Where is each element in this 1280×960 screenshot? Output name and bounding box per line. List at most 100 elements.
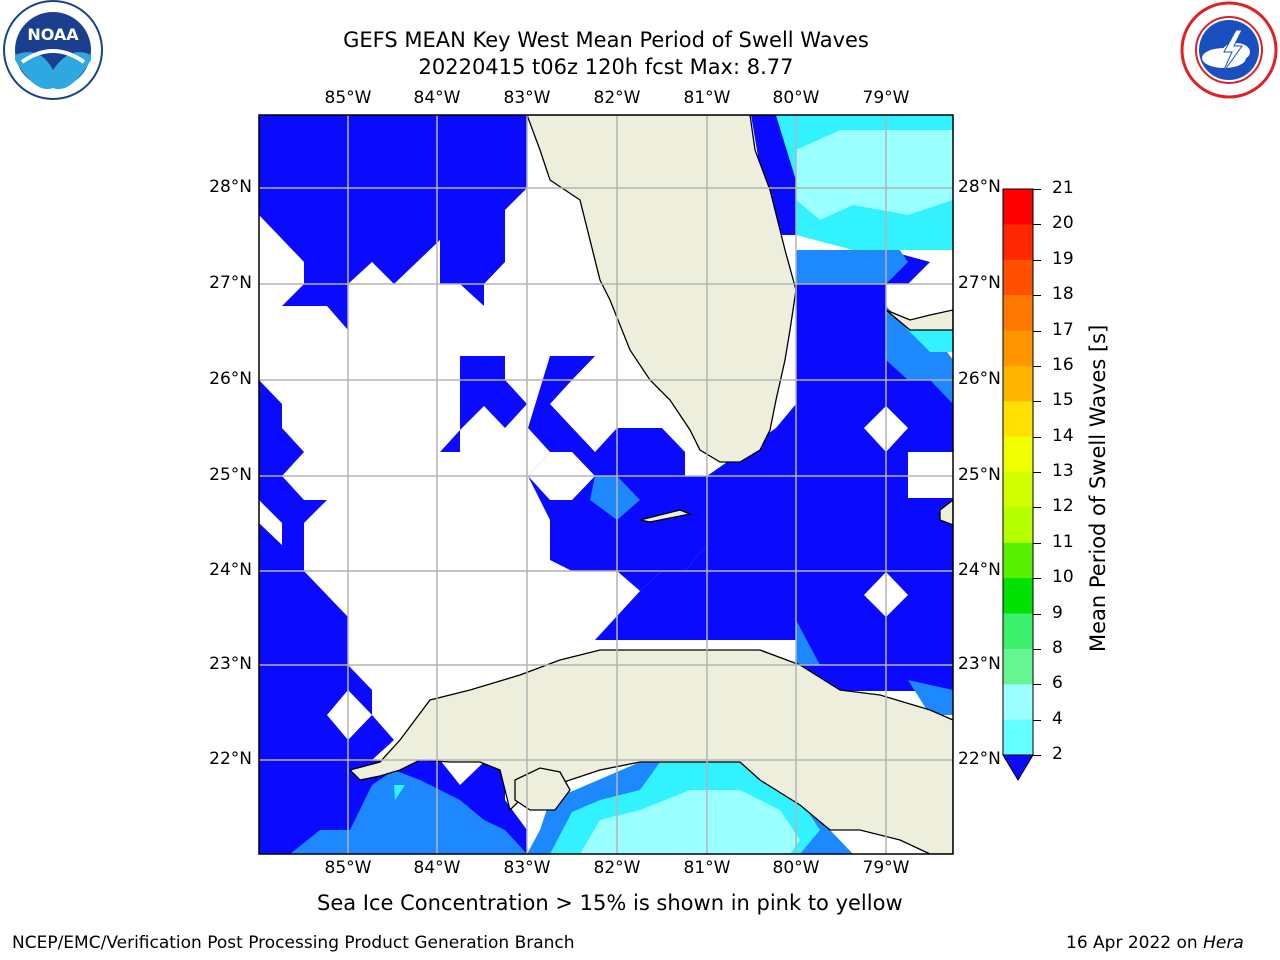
colorbar-tick-mark (1033, 330, 1041, 332)
lon-label-bottom: 82°W (593, 858, 641, 878)
lat-label-left: 22°N (209, 749, 252, 769)
land-florida (526, 115, 797, 463)
colorbar-tick-mark (1033, 472, 1041, 473)
colorbar-tick-label: 18 (1052, 284, 1074, 305)
noaa-logo: NOAA (0, 0, 106, 106)
footer-date: 16 Apr 2022 on (1066, 933, 1204, 953)
cyan-region-east (908, 330, 953, 352)
lat-label-right: 22°N (958, 749, 1001, 769)
lon-label-bottom: 83°W (503, 858, 551, 878)
blue-region-atlantic (595, 250, 953, 691)
colorbar-swatch (1003, 684, 1033, 721)
lat-label-left: 25°N (209, 465, 252, 485)
lat-label-left: 28°N (209, 177, 252, 197)
land-keys (639, 509, 693, 523)
lon-label-bottom: 80°W (772, 858, 820, 878)
chart-title-line2: 20220415 t06z 120h fcst Max: 8.77 (418, 55, 794, 79)
chart-title-line1: GEFS MEAN Key West Mean Period of Swell … (343, 28, 869, 52)
colorbar-tick-mark (1033, 613, 1041, 615)
footer-host: Hera (1203, 933, 1244, 953)
colorbar-tick-label: 21 (1052, 178, 1074, 198)
colorbar-tick-label: 9 (1052, 602, 1063, 623)
colorbar-tick-label: 11 (1052, 531, 1074, 552)
caption: Sea Ice Concentration > 15% is shown in … (317, 891, 903, 915)
land-bahamas (885, 309, 953, 331)
mid-region-south (290, 770, 527, 854)
blue-region-coastal-north (751, 115, 796, 235)
mid-region-east (908, 680, 953, 715)
lat-label-left: 26°N (209, 369, 252, 389)
colorbar-tick-label: 19 (1052, 248, 1074, 269)
colorbar-tick-label: 12 (1052, 496, 1074, 517)
map-layer (259, 115, 953, 854)
mid-region-keys (590, 476, 640, 520)
colorbar-tick-label: 20 (1052, 213, 1074, 234)
blue-region-sw (259, 571, 394, 785)
land-mass (348, 115, 953, 854)
colorbar-swatch (1003, 719, 1033, 756)
colorbar-tick-mark (1033, 648, 1041, 650)
colorbar-swatch (1003, 259, 1033, 296)
colorbar-tick-label: 6 (1052, 673, 1063, 694)
colorbar-tick-mark (1033, 507, 1041, 509)
lat-label-left: 23°N (209, 654, 252, 674)
colorbar-label: Mean Period of Swell Waves [s] (1086, 324, 1110, 652)
lat-label-right: 27°N (958, 273, 1001, 293)
colorbar-swatch (1003, 330, 1033, 367)
colorbar-tick-mark (1033, 542, 1041, 544)
colorbar-tick-mark (1033, 295, 1041, 297)
lon-label-bottom: 85°W (324, 858, 372, 878)
map-frame (258, 114, 954, 855)
lon-label-top: 85°W (324, 88, 372, 108)
colorbar-tick-mark (1033, 189, 1041, 190)
colorbar-swatch (1003, 613, 1033, 650)
colorbar-tick-mark (1033, 436, 1041, 438)
colorbar-swatch (1003, 542, 1033, 579)
colorbar-tick-label: 14 (1052, 425, 1074, 446)
footer-right: 16 Apr 2022 on Hera (1066, 933, 1244, 953)
colorbar-swatch (1003, 365, 1033, 402)
lon-label-top: 84°W (413, 88, 461, 108)
colorbar (1002, 188, 1034, 781)
nws-logo (1176, 0, 1280, 106)
colorbar-tick-mark (1033, 259, 1041, 261)
lon-label-bottom: 84°W (413, 858, 461, 878)
mid-region-straits (796, 620, 820, 665)
colorbar-swatch (1003, 295, 1033, 331)
colorbar-swatch (1003, 436, 1033, 473)
noaa-logo-text: NOAA (27, 25, 79, 44)
lat-label-right: 25°N (958, 465, 1001, 485)
colorbar-swatch (1003, 648, 1033, 685)
graticule (259, 115, 953, 854)
blue-region-nw (259, 115, 527, 330)
lat-label-right: 24°N (958, 560, 1001, 580)
lon-label-bottom: 79°W (862, 858, 910, 878)
colorbar-tick-label: 13 (1052, 461, 1074, 481)
land-bahamas-south (939, 499, 953, 526)
hole-4 (327, 690, 372, 740)
colorbar-tick-label: 10 (1052, 567, 1074, 588)
lon-label-bottom: 81°W (683, 858, 731, 878)
colorbar-tick-label: 17 (1052, 319, 1074, 340)
lon-label-top: 79°W (862, 88, 910, 108)
colorbar-tick-mark (1033, 365, 1041, 367)
swell-period-region-8-9s (580, 130, 953, 854)
land-cuba (348, 649, 953, 854)
colorbar-swatch (1003, 578, 1033, 614)
colorbar-tick-mark (1033, 224, 1041, 226)
lon-label-top: 80°W (772, 88, 820, 108)
lat-label-left: 27°N (209, 273, 252, 293)
pale-region-south (580, 790, 800, 854)
colorbar-tick-mark (1033, 684, 1041, 686)
lat-label-left: 24°N (209, 560, 252, 580)
colorbar-tick-mark (1033, 578, 1041, 580)
lat-label-right: 23°N (958, 654, 1001, 674)
footer-left: NCEP/EMC/Verification Post Processing Pr… (12, 933, 575, 953)
land-isla-juventud (514, 767, 571, 811)
lon-label-top: 81°W (683, 88, 731, 108)
lon-label-top: 82°W (593, 88, 641, 108)
colorbar-tick-mark (1033, 401, 1041, 403)
colorbar-tick-mark (1033, 719, 1041, 721)
colorbar-tick-label: 8 (1052, 637, 1063, 658)
